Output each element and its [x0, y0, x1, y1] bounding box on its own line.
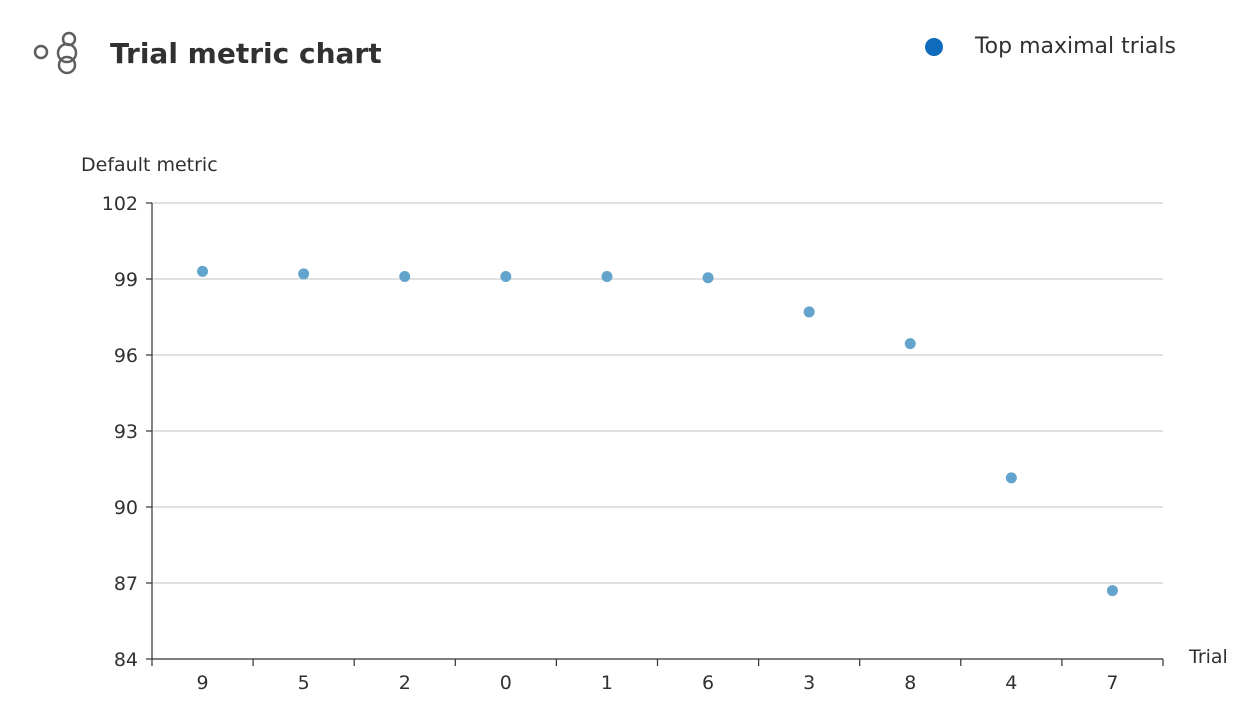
y-tick-label: 87 — [114, 573, 138, 595]
x-tick-label: 5 — [298, 672, 310, 694]
y-axis-label: Default metric — [81, 154, 218, 176]
data-point[interactable] — [500, 270, 512, 282]
data-point[interactable] — [904, 338, 916, 350]
legend-swatch — [924, 37, 943, 56]
y-tick-label: 96 — [114, 345, 138, 367]
data-point[interactable] — [601, 270, 613, 282]
hyperparameter-icon — [30, 28, 80, 78]
y-tick-label: 84 — [114, 649, 138, 671]
x-tick-label: 9 — [197, 672, 209, 694]
chart-title: Trial metric chart — [110, 36, 382, 70]
x-axis-label: Trial — [1188, 646, 1228, 668]
x-tick-label: 2 — [399, 672, 411, 694]
chart-legend[interactable]: Top maximal trials — [924, 34, 1176, 59]
y-tick-label: 99 — [114, 269, 138, 291]
x-tick-label: 3 — [803, 672, 815, 694]
data-point[interactable] — [298, 268, 310, 280]
chart-header: Trial metric chart — [30, 28, 382, 78]
data-point[interactable] — [399, 270, 411, 282]
legend-label: Top maximal trials — [974, 34, 1176, 59]
data-point[interactable] — [1106, 585, 1118, 597]
y-tick-label: 102 — [102, 193, 138, 215]
y-tick-label: 93 — [114, 421, 138, 443]
x-tick-label: 4 — [1005, 672, 1017, 694]
x-tick-label: 7 — [1106, 672, 1118, 694]
x-tick-label: 6 — [702, 672, 714, 694]
x-tick-label: 8 — [904, 672, 916, 694]
data-point[interactable] — [197, 265, 209, 277]
y-tick-label: 90 — [114, 497, 138, 519]
data-point[interactable] — [702, 272, 714, 284]
data-point[interactable] — [1005, 472, 1017, 484]
x-tick-label: 1 — [601, 672, 613, 694]
x-tick-label: 0 — [500, 672, 512, 694]
data-point[interactable] — [803, 306, 815, 318]
